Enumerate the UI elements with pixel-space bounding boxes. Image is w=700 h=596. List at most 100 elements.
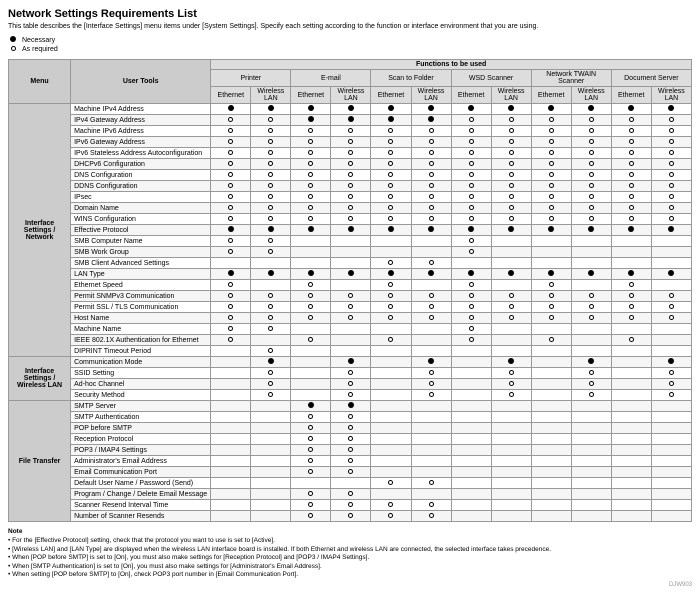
filled-dot-icon [308,105,314,111]
value-cell [571,148,611,159]
table-row: Program / Change / Delete Email Message [9,489,692,500]
value-cell [531,346,571,357]
value-cell [371,269,411,280]
value-cell [491,148,531,159]
value-cell [571,313,611,324]
value-cell [531,478,571,489]
value-cell [451,511,491,522]
value-cell [411,192,451,203]
open-dot-icon [669,139,674,144]
value-cell [251,214,291,225]
filled-dot-icon [668,270,674,276]
value-cell [651,412,691,423]
open-dot-icon [348,469,353,474]
value-cell [331,236,371,247]
group-header: WSD Scanner [451,70,531,87]
value-cell [491,137,531,148]
value-cell [491,104,531,115]
value-cell [371,478,411,489]
open-dot-icon [549,172,554,177]
value-cell [651,357,691,368]
value-cell [211,137,251,148]
table-row: WINS Configuration [9,214,692,225]
value-cell [411,390,451,401]
open-dot-icon [469,216,474,221]
open-dot-icon [228,238,233,243]
value-cell [611,478,651,489]
value-cell [611,104,651,115]
value-cell [531,269,571,280]
open-dot-icon [228,326,233,331]
value-cell [411,500,451,511]
value-cell [291,225,331,236]
open-dot-icon [348,183,353,188]
open-dot-icon [669,128,674,133]
value-cell [651,280,691,291]
value-cell [411,434,451,445]
value-cell [371,346,411,357]
group-header: Printer [211,70,291,87]
open-dot-icon [429,392,434,397]
value-cell [251,170,291,181]
tool-cell: SMB Client Advanced Settings [71,258,211,269]
value-cell [571,434,611,445]
open-dot-icon [308,414,313,419]
value-cell [491,478,531,489]
tool-cell: DHCPv6 Configuration [71,159,211,170]
value-cell [251,467,291,478]
open-dot-icon [469,150,474,155]
filled-dot-icon [508,358,514,364]
filled-dot-icon [268,358,274,364]
open-dot-icon [388,183,393,188]
open-dot-icon [629,161,634,166]
open-dot-icon [348,502,353,507]
value-cell [331,203,371,214]
open-dot-icon [509,205,514,210]
open-dot-icon [308,139,313,144]
value-cell [571,236,611,247]
value-cell [651,324,691,335]
value-cell [411,445,451,456]
value-cell [451,467,491,478]
open-dot-icon [348,194,353,199]
open-dot-icon [388,139,393,144]
open-dot-icon [669,293,674,298]
open-dot-icon [429,304,434,309]
open-dot-icon [308,491,313,496]
value-cell [371,126,411,137]
doc-id: DJW903 [8,582,692,588]
value-cell [531,489,571,500]
value-cell [291,258,331,269]
tool-cell: Communication Mode [71,357,211,368]
value-cell [411,357,451,368]
open-dot-icon [469,337,474,342]
filled-dot-icon [308,402,314,408]
value-cell [611,368,651,379]
open-dot-icon [308,436,313,441]
value-cell [331,368,371,379]
open-dot-icon [669,150,674,155]
value-cell [251,236,291,247]
value-cell [211,467,251,478]
open-dot-icon [469,205,474,210]
value-cell [571,192,611,203]
sub-header: Wireless LAN [411,87,451,104]
open-dot-icon [429,293,434,298]
value-cell [491,511,531,522]
value-cell [371,236,411,247]
value-cell [491,368,531,379]
value-cell [211,192,251,203]
filled-dot-icon [628,270,634,276]
value-cell [571,104,611,115]
value-cell [611,489,651,500]
value-cell [571,511,611,522]
open-dot-icon [509,216,514,221]
value-cell [611,203,651,214]
table-row: DHCPv6 Configuration [9,159,692,170]
open-dot-icon [348,216,353,221]
value-cell [531,214,571,225]
value-cell [251,511,291,522]
value-cell [211,104,251,115]
value-cell [531,192,571,203]
open-dot-icon [268,183,273,188]
